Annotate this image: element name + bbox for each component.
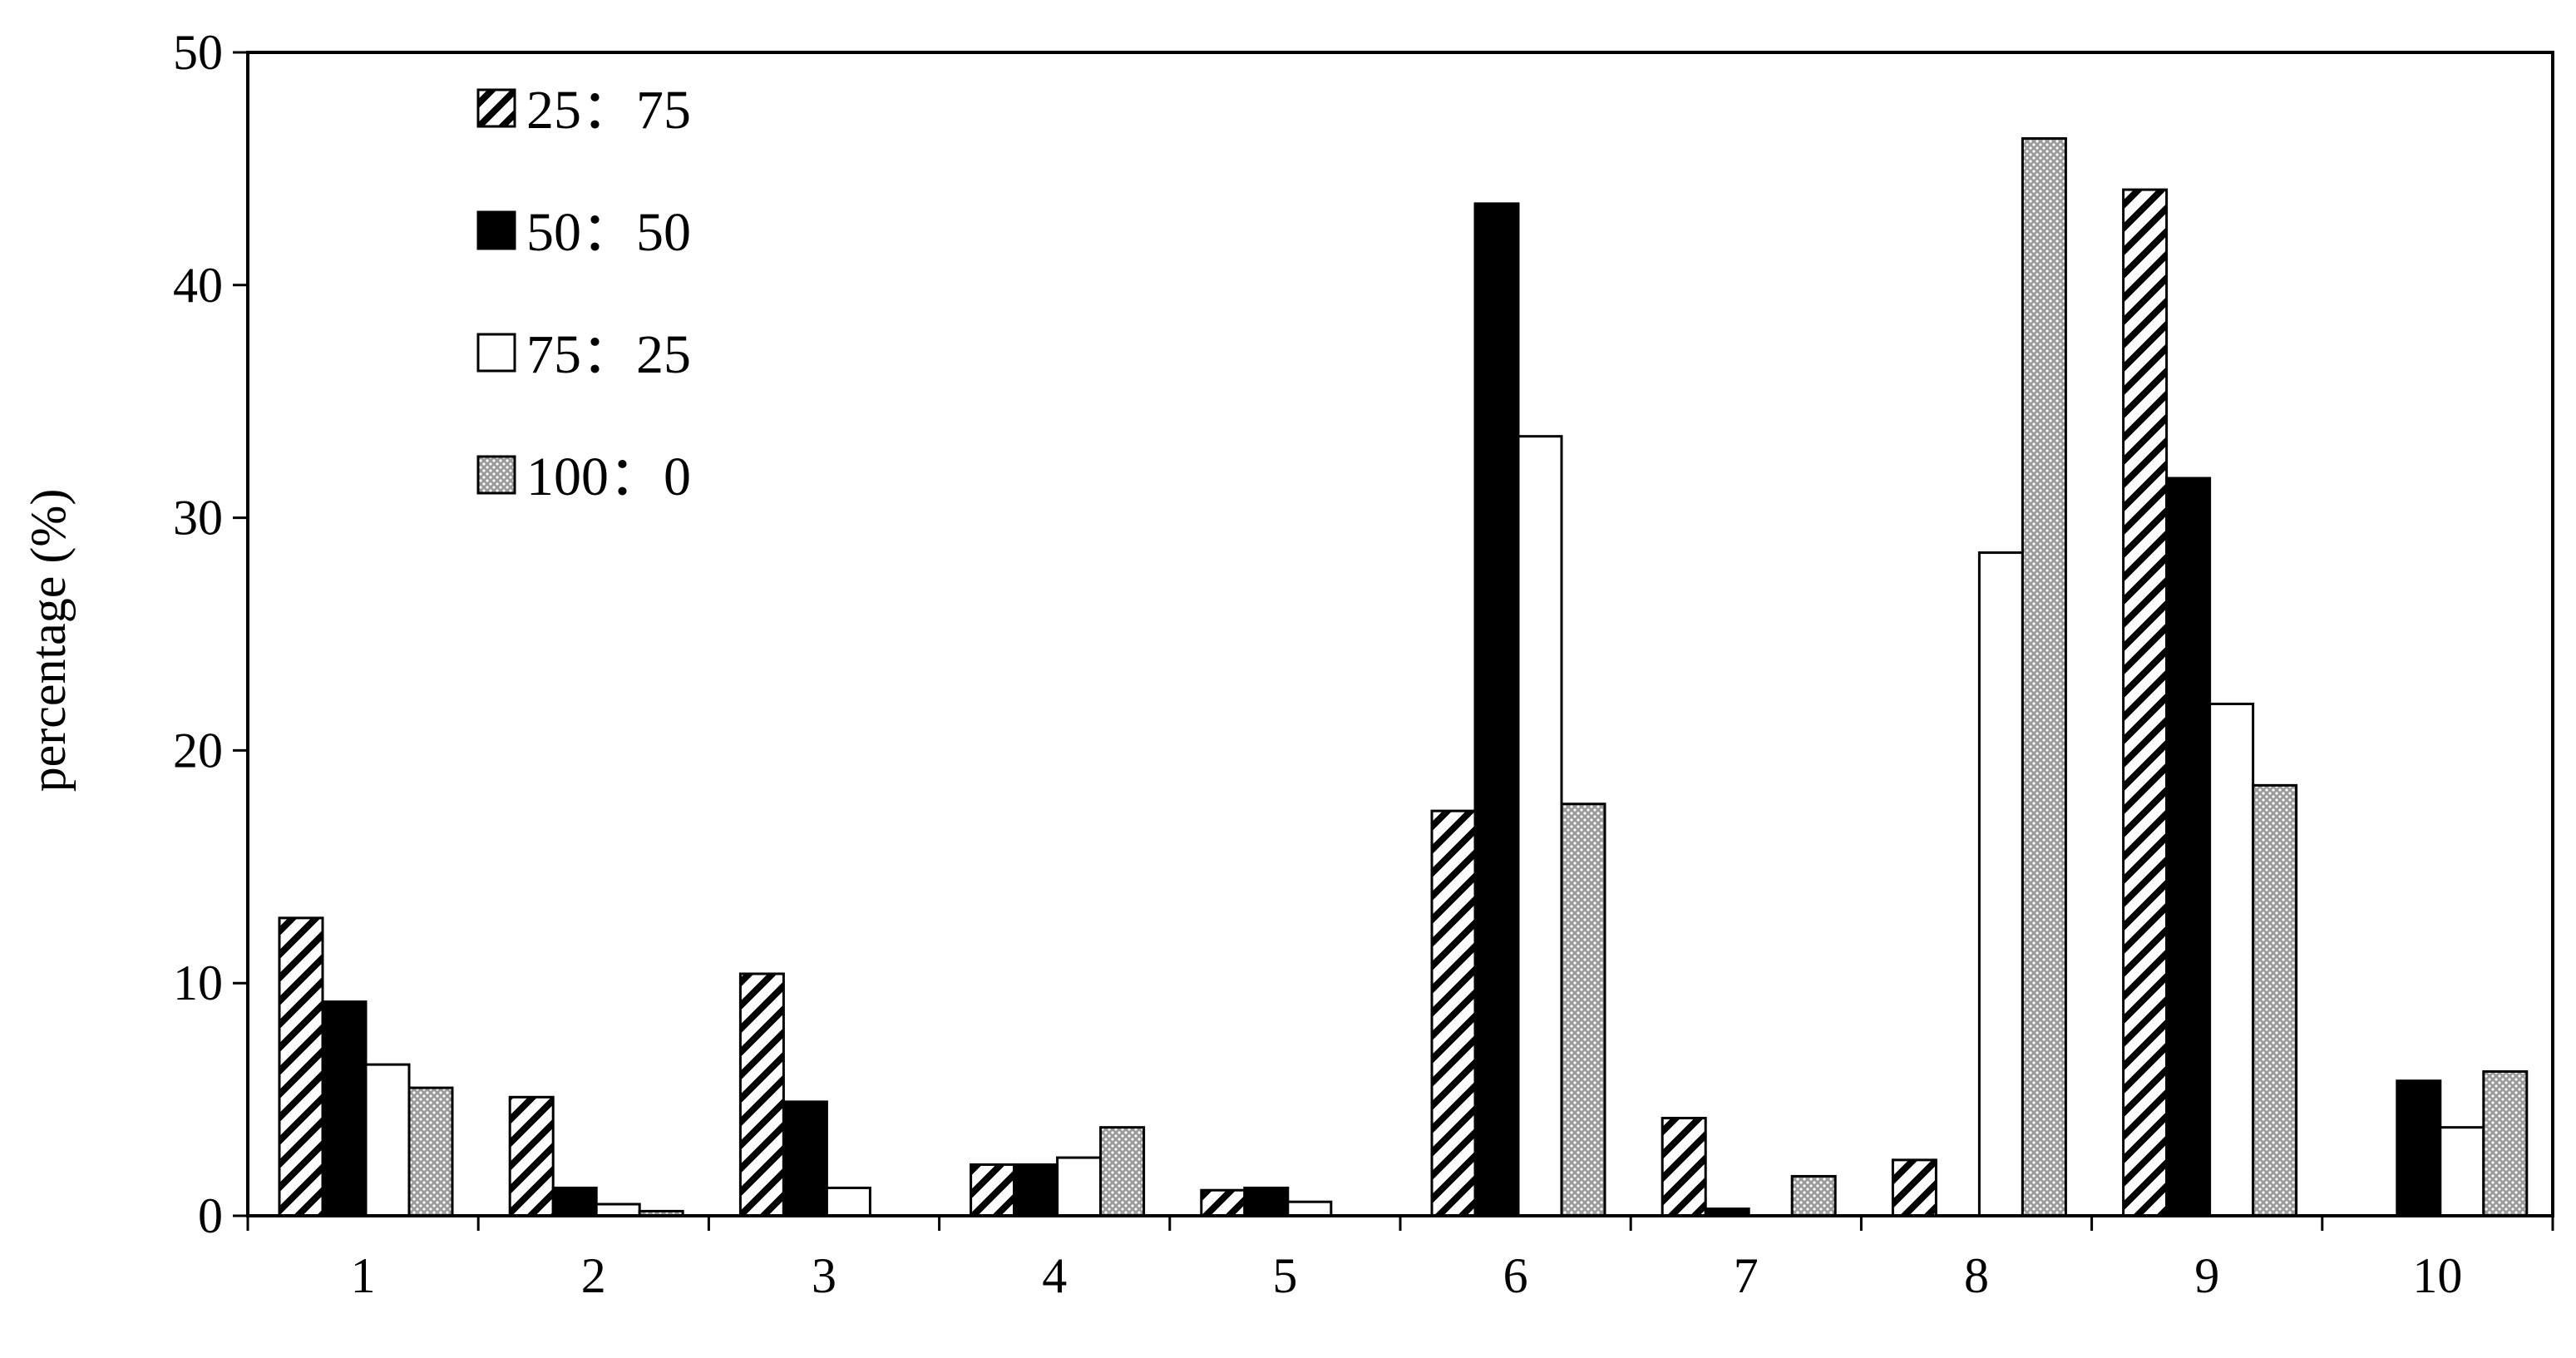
legend-swatch-2 xyxy=(476,210,516,250)
x-tick-label: 9 xyxy=(2194,1248,2219,1303)
x-tick-label: 7 xyxy=(1734,1248,1759,1303)
bar-4-10 xyxy=(2482,1070,2529,1217)
y-tick-label: 10 xyxy=(173,956,223,1010)
y-tick-label: 20 xyxy=(173,723,223,778)
bar-1-2 xyxy=(508,1095,555,1217)
bar-3-6 xyxy=(1517,435,1563,1217)
bar-2-9 xyxy=(2165,477,2212,1217)
bar-1-8 xyxy=(1891,1158,1937,1217)
bar-4-9 xyxy=(2252,783,2298,1217)
legend-swatch-3 xyxy=(476,333,516,373)
bar-3-5 xyxy=(1286,1200,1333,1217)
bar-4-6 xyxy=(1560,802,1606,1217)
bar-3-9 xyxy=(2208,702,2255,1217)
x-tick-label: 1 xyxy=(351,1248,376,1303)
y-axis-title: percentage (%) xyxy=(21,489,76,793)
bar-1-1 xyxy=(278,916,324,1217)
x-tick-label: 5 xyxy=(1272,1248,1297,1303)
x-tick-label: 8 xyxy=(1964,1248,1989,1303)
bar-4-7 xyxy=(1790,1174,1837,1217)
bar-4-8 xyxy=(2021,137,2067,1217)
x-tick-label: 4 xyxy=(1042,1248,1067,1303)
bar-1-7 xyxy=(1661,1116,1707,1217)
bar-1-9 xyxy=(2122,188,2169,1217)
bar-4-4 xyxy=(1099,1126,1146,1217)
bar-3-4 xyxy=(1056,1156,1103,1217)
bar-2-5 xyxy=(1243,1186,1290,1217)
bar-2-1 xyxy=(321,1000,368,1217)
bar-3-8 xyxy=(1977,551,2024,1217)
bar-1-6 xyxy=(1430,809,1477,1217)
legend-label-2: 50：50 xyxy=(526,202,691,263)
bar-2-6 xyxy=(1473,202,1520,1217)
y-tick-label: 30 xyxy=(173,491,223,546)
legend-label-4: 100：0 xyxy=(526,447,691,507)
legend-swatch-1 xyxy=(476,88,516,128)
x-tick-label: 2 xyxy=(581,1248,606,1303)
legend: 25：75 50：50 75：25 100：0 xyxy=(476,80,691,507)
bar-2-10 xyxy=(2396,1079,2442,1217)
bar-2-4 xyxy=(1013,1163,1059,1217)
bar-1-4 xyxy=(970,1163,1016,1217)
legend-label-1: 25：75 xyxy=(526,80,691,141)
bar-3-2 xyxy=(595,1202,641,1217)
bar-3-3 xyxy=(825,1186,871,1217)
bar-1-3 xyxy=(738,972,785,1217)
y-tick-label: 50 xyxy=(173,25,223,80)
legend-label-3: 75：25 xyxy=(526,324,691,385)
x-tick-label: 3 xyxy=(812,1248,836,1303)
bar-4-1 xyxy=(407,1086,454,1217)
bars-layer xyxy=(278,137,2529,1217)
bar-2-2 xyxy=(551,1186,598,1217)
bar-2-3 xyxy=(782,1100,828,1217)
ticks-layer: 0 10 20 30 40 50 1 2 3 4 5 6 7 8 9 10 xyxy=(173,25,2554,1303)
bar-3-1 xyxy=(364,1063,411,1217)
x-tick-label: 6 xyxy=(1503,1248,1528,1303)
x-tick-label: 10 xyxy=(2412,1248,2462,1303)
y-tick-label: 0 xyxy=(198,1188,223,1243)
bar-3-10 xyxy=(2439,1126,2485,1217)
y-tick-label: 40 xyxy=(173,258,223,313)
legend-swatch-4 xyxy=(476,455,516,495)
bar-1-5 xyxy=(1200,1188,1246,1217)
